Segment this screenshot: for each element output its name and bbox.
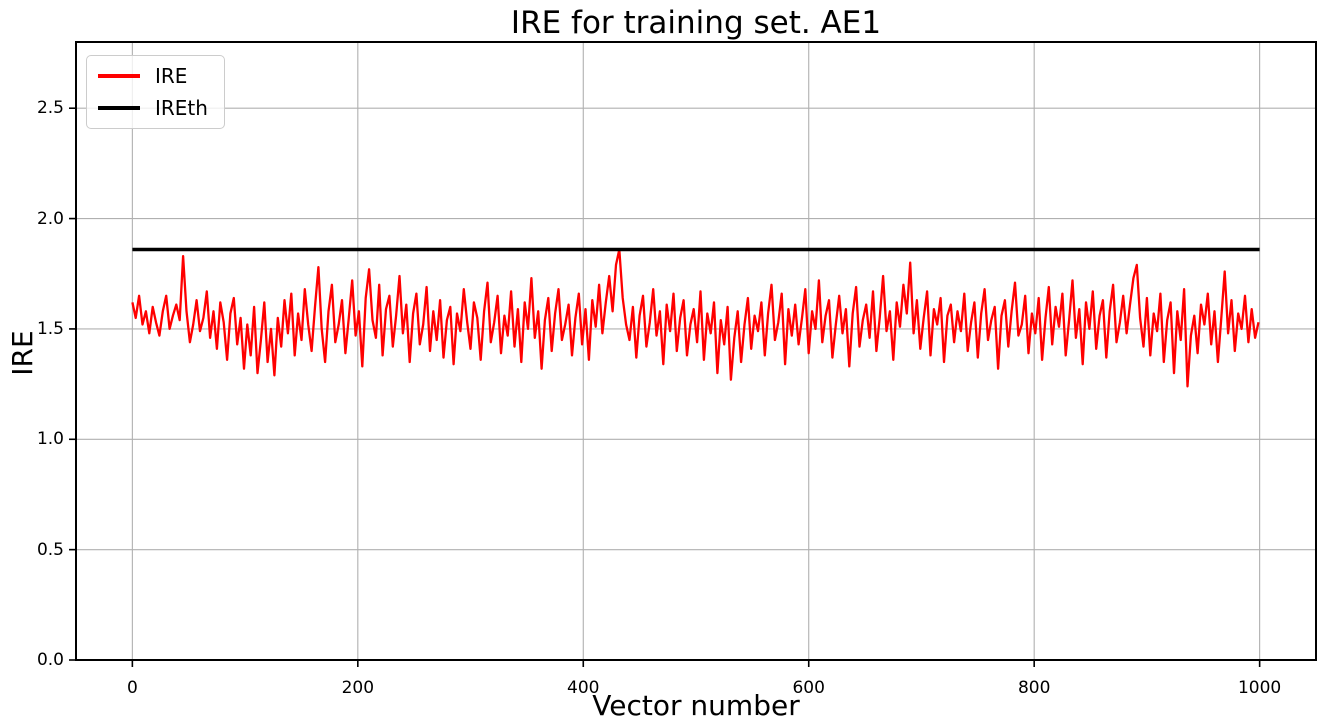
series-line-ire bbox=[131, 248, 1260, 388]
plot-border bbox=[75, 41, 1317, 661]
x-tick-label: 200 bbox=[341, 678, 375, 698]
legend-entry-ireth: IREth bbox=[98, 96, 208, 120]
x-tick-label: 800 bbox=[1017, 678, 1051, 698]
legend-entry-ire: IRE bbox=[98, 64, 208, 88]
legend: IRE IREth bbox=[86, 55, 225, 129]
y-tick-label: 0.5 bbox=[36, 539, 64, 560]
x-axis-label: Vector number bbox=[592, 689, 800, 722]
x-tick-label: 400 bbox=[567, 678, 600, 698]
chart-title: IRE for training set. AE1 bbox=[510, 5, 882, 41]
x-tick-label: 1000 bbox=[1237, 678, 1282, 698]
y-tick-label: 2.5 bbox=[36, 98, 64, 119]
plot-svg bbox=[69, 41, 1317, 667]
legend-line-sample-ireth bbox=[98, 106, 140, 110]
plot-area: IRE IREth 0 200 400 600 800 1000 0.0 0.5 1.0 1.5 2… bbox=[37, 41, 1317, 698]
y-tick-label: 1.0 bbox=[36, 429, 64, 450]
x-tick-label: 600 bbox=[792, 678, 825, 698]
y-tick-label: 0.0 bbox=[36, 650, 64, 670]
legend-label-ire: IRE bbox=[155, 64, 188, 88]
legend-line-sample-ire bbox=[98, 74, 140, 78]
x-tick-label: 0 bbox=[126, 678, 138, 698]
y-tick-label: 1.5 bbox=[36, 318, 64, 339]
y-axis-label: IRE bbox=[6, 330, 39, 376]
y-tick-label: 2.0 bbox=[36, 208, 64, 229]
legend-label-ireth: IREth bbox=[155, 96, 208, 120]
